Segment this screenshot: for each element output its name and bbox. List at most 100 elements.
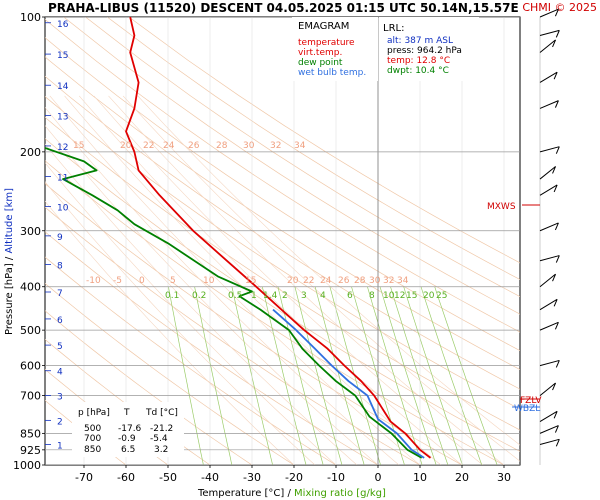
mixing-ratio-label: 20 bbox=[423, 291, 435, 301]
adiabat-label: 15 bbox=[245, 276, 256, 286]
adiabat-label: 28 bbox=[216, 141, 228, 151]
y-tick-label: 700 bbox=[20, 390, 41, 403]
wind-barb bbox=[539, 29, 560, 37]
altitude-label: 7 bbox=[57, 289, 63, 299]
y-tick-label: 200 bbox=[20, 146, 41, 159]
x-axis-ticks: -70 -60 -50 -40 -30 -20 -10 0 10 20 30 bbox=[75, 465, 511, 484]
wind-barb bbox=[539, 222, 559, 232]
wind-barb-flag bbox=[555, 439, 560, 447]
table-row-td: 3.2 bbox=[154, 445, 168, 455]
wind-barb-flag bbox=[554, 100, 559, 108]
series-dew-point bbox=[45, 146, 423, 459]
mixing-ratio-label: 1 bbox=[251, 291, 257, 301]
moist-adiabat bbox=[45, 162, 337, 465]
y-axis-label: Pressure [hPa] / Altitude [km] bbox=[4, 188, 15, 335]
altitude-label: 8 bbox=[57, 262, 63, 272]
moist-adiabat bbox=[45, 181, 316, 465]
x-axis-label: Temperature [°C] / Mixing ratio [g/kg] bbox=[197, 488, 386, 499]
wind-barb-flag bbox=[555, 30, 560, 38]
mixing-ratio-label: 0.1 bbox=[165, 291, 179, 301]
moist-adiabat bbox=[108, 95, 505, 465]
table-header-t: T bbox=[123, 408, 130, 418]
x-tick-label: -50 bbox=[159, 471, 177, 484]
wind-barb-flag bbox=[555, 146, 560, 154]
y-axis-ticks: 100 200 300 400 500 600 700 850 925 1000 bbox=[13, 11, 45, 472]
x-tick-label: 20 bbox=[455, 471, 469, 484]
adiabat-label: 20 bbox=[120, 141, 132, 151]
mixing-ratio-label: 15 bbox=[406, 291, 417, 301]
wind-barb bbox=[539, 184, 558, 196]
altitude-label: 15 bbox=[57, 51, 68, 61]
adiabat-label: 15 bbox=[73, 141, 84, 151]
table-row-td: -5.4 bbox=[150, 434, 168, 444]
wind-barb bbox=[539, 255, 560, 262]
y-tick-label: 100 bbox=[20, 11, 41, 24]
wind-barb bbox=[539, 39, 556, 53]
adiabat-label: 24 bbox=[163, 141, 175, 151]
table-row-t: -17.6 bbox=[118, 424, 142, 434]
wind-barb-flag bbox=[552, 166, 557, 174]
wind-barb bbox=[539, 8, 559, 18]
altitude-label: 2 bbox=[57, 417, 63, 427]
altitude-label: 3 bbox=[57, 393, 63, 403]
altitude-label: 11 bbox=[57, 173, 68, 183]
dry-adiabat bbox=[45, 37, 520, 352]
mixing-ratio-labels: 0.1 0.2 0.5 1 1.4 2 3 4 6 8 10 12 15 20 25 bbox=[165, 291, 447, 301]
lrl-press: press: 964.2 hPa bbox=[387, 46, 462, 56]
x-tick-label: -10 bbox=[327, 471, 345, 484]
lrl-box: LRL: alt: 387 m ASL press: 964.2 hPa tem… bbox=[379, 17, 479, 81]
mixing-ratio-label: 1.4 bbox=[263, 291, 278, 301]
wbzl-label: WBZL bbox=[514, 404, 540, 414]
wind-barbs bbox=[539, 8, 560, 447]
x-tick-label: 0 bbox=[375, 471, 382, 484]
profiles bbox=[45, 17, 432, 459]
wind-barb bbox=[539, 100, 559, 109]
adiabat-label: 5 bbox=[170, 276, 176, 286]
mixing-ratio-label: 3 bbox=[301, 291, 307, 301]
x-tick-label: -70 bbox=[75, 471, 93, 484]
moist-adiabat bbox=[45, 200, 295, 465]
y-tick-label: 1000 bbox=[13, 459, 41, 472]
y-tick-label: 300 bbox=[20, 225, 41, 238]
altitude-label: 13 bbox=[57, 113, 68, 123]
moist-adiabat bbox=[45, 143, 358, 465]
y-tick-label: 600 bbox=[20, 360, 41, 373]
legend-wet-bulb: wet bulb temp. bbox=[298, 68, 366, 78]
adiabat-label: 28 bbox=[354, 276, 366, 286]
wind-barb bbox=[539, 438, 560, 445]
altitude-label: 6 bbox=[57, 316, 63, 326]
mixing-ratio-label: 8 bbox=[369, 291, 375, 301]
altitude-label: 9 bbox=[57, 233, 63, 243]
table-header-p: p [hPa] bbox=[78, 408, 110, 418]
wind-barb-flag bbox=[553, 299, 558, 307]
moist-adiabat bbox=[137, 95, 520, 446]
table-row-p: 500 bbox=[84, 424, 101, 434]
adiabat-label: 0 bbox=[139, 276, 145, 286]
adiabat-label: 32 bbox=[270, 141, 281, 151]
mixing-ratio-label: 25 bbox=[436, 291, 447, 301]
dry-adiabat bbox=[45, 116, 520, 431]
wind-barb-flag bbox=[552, 273, 557, 282]
wind-barb bbox=[539, 146, 560, 153]
dry-adiabat bbox=[45, 75, 520, 390]
wind-barb-flag bbox=[554, 322, 559, 330]
series-temperature bbox=[125, 17, 432, 459]
y-tick-label: 925 bbox=[20, 444, 41, 457]
altitude-label: 5 bbox=[57, 342, 63, 352]
legend-virt-temp: virt.temp. bbox=[298, 48, 342, 58]
wind-barb-flag bbox=[554, 8, 559, 17]
mixing-ratio-label: 4 bbox=[320, 291, 326, 301]
adiabat-label: -10 bbox=[86, 276, 101, 286]
wind-barb-flag bbox=[555, 255, 560, 263]
adiabat-label: 34 bbox=[294, 141, 306, 151]
wind-barb bbox=[539, 321, 559, 331]
table-row-td: -21.2 bbox=[150, 424, 173, 434]
pressure-table: p [hPa] T Td [°C] 500 -17.6 -21.2 700 -0… bbox=[72, 402, 184, 457]
adiabat-label: 26 bbox=[188, 141, 200, 151]
adiabat-label: 22 bbox=[143, 141, 154, 151]
adiabat-label: 32 bbox=[383, 276, 394, 286]
adiabat-label: 10 bbox=[203, 276, 215, 286]
dry-adiabat bbox=[128, 17, 520, 264]
moist-adiabat bbox=[45, 125, 379, 465]
